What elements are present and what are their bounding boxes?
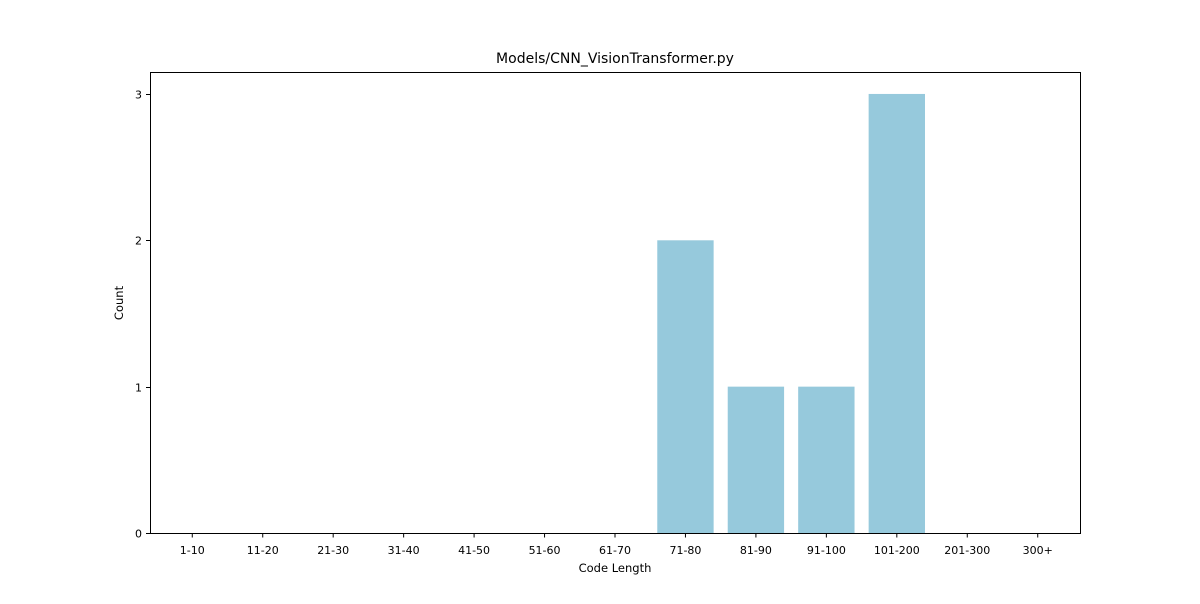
x-tick-label: 81-90 <box>740 544 772 557</box>
x-tick-label: 41-50 <box>458 544 490 557</box>
y-tick-label: 0 <box>135 528 142 541</box>
x-tick-label: 61-70 <box>599 544 631 557</box>
x-axis-label: Code Length <box>579 561 652 575</box>
y-tick-label: 2 <box>135 235 142 248</box>
bar-81-90 <box>727 386 785 533</box>
x-axis: 1-10 11-20 21-30 31-40 41-50 51-60 61-70 71-80 8… <box>180 533 1053 557</box>
x-tick-label: 71-80 <box>669 544 701 557</box>
x-tick-label: 1-10 <box>180 544 205 557</box>
y-tick-label: 3 <box>135 89 142 102</box>
bar-91-100 <box>798 386 855 533</box>
plot-frame <box>150 72 1081 534</box>
y-axis: 0 1 2 3 <box>135 89 150 541</box>
bar-101-200 <box>868 93 925 533</box>
x-tick-label: 300+ <box>1023 544 1053 557</box>
x-tick-label: 11-20 <box>247 544 279 557</box>
x-tick-label: 201-300 <box>944 544 990 557</box>
x-tick-label: 91-100 <box>807 544 846 557</box>
x-tick-label: 101-200 <box>874 544 920 557</box>
y-tick-label: 1 <box>135 382 142 395</box>
x-tick-label: 51-60 <box>529 544 561 557</box>
bar-71-80 <box>657 240 714 534</box>
x-tick-label: 21-30 <box>317 544 349 557</box>
bars-layer <box>657 93 925 534</box>
y-axis-label: Count <box>112 285 126 320</box>
chart-title: Models/CNN_VisionTransformer.py <box>496 51 734 67</box>
x-tick-label: 31-40 <box>388 544 420 557</box>
